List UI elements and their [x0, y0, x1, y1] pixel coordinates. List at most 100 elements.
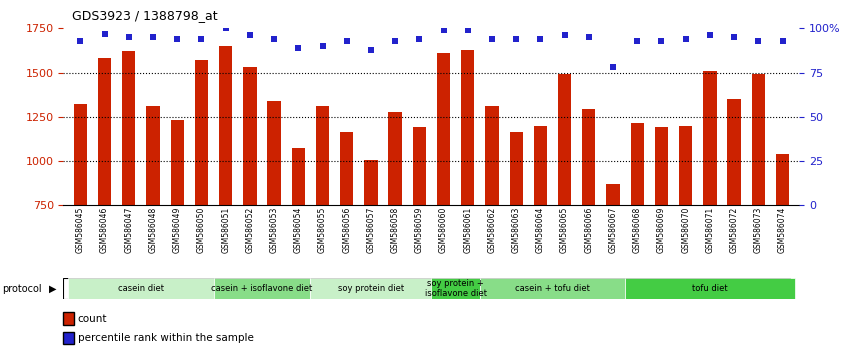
Point [703, 33, 717, 38]
Text: GSM586069: GSM586069 [657, 207, 666, 253]
Text: GSM586066: GSM586066 [585, 207, 593, 253]
Text: GSM586060: GSM586060 [439, 207, 448, 253]
Bar [486, 106, 498, 205]
Bar [292, 148, 305, 205]
Bar [340, 132, 354, 205]
Bar [243, 67, 256, 205]
Point [728, 34, 741, 40]
Bar [195, 60, 208, 205]
Text: GSM586067: GSM586067 [608, 207, 618, 253]
Bar [213, 278, 310, 299]
Point [486, 36, 499, 42]
Point [582, 34, 596, 40]
Bar [365, 160, 377, 205]
Text: GSM586063: GSM586063 [512, 207, 520, 253]
Text: GSM586053: GSM586053 [270, 207, 278, 253]
Text: casein diet: casein diet [118, 284, 164, 293]
Text: GSM586068: GSM586068 [633, 207, 642, 253]
Bar [316, 106, 329, 205]
Point [146, 34, 160, 40]
Point [607, 64, 620, 70]
Bar [558, 74, 571, 205]
Text: casein + tofu diet: casein + tofu diet [515, 284, 590, 293]
Text: GSM586049: GSM586049 [173, 207, 182, 253]
Text: GSM586072: GSM586072 [729, 207, 739, 253]
Point [195, 36, 208, 42]
Point [243, 33, 256, 38]
Point [292, 45, 305, 51]
Point [413, 36, 426, 42]
Bar [607, 184, 620, 205]
Bar [413, 127, 426, 205]
Bar [582, 109, 596, 205]
Text: GSM586052: GSM586052 [245, 207, 255, 253]
Bar [625, 278, 794, 299]
Text: percentile rank within the sample: percentile rank within the sample [78, 333, 254, 343]
Bar [388, 112, 402, 205]
Point [509, 36, 523, 42]
Point [340, 38, 354, 44]
Text: GSM586058: GSM586058 [391, 207, 399, 253]
Bar [655, 127, 668, 205]
Text: GSM586061: GSM586061 [464, 207, 472, 253]
Point [316, 43, 329, 49]
Point [219, 25, 233, 31]
Text: tofu diet: tofu diet [692, 284, 728, 293]
Point [437, 27, 450, 33]
Point [751, 38, 765, 44]
Text: GSM586050: GSM586050 [197, 207, 206, 253]
Point [630, 38, 644, 44]
Bar [267, 101, 281, 205]
Point [122, 34, 135, 40]
Bar [703, 71, 717, 205]
Bar [776, 154, 789, 205]
Bar [728, 99, 741, 205]
Text: GSM586056: GSM586056 [343, 207, 351, 253]
Text: GSM586059: GSM586059 [415, 207, 424, 253]
Point [461, 27, 475, 33]
Text: GSM586070: GSM586070 [681, 207, 690, 253]
Text: GSM586045: GSM586045 [76, 207, 85, 253]
Bar [310, 278, 431, 299]
Text: GSM586071: GSM586071 [706, 207, 714, 253]
Bar [171, 120, 184, 205]
Point [267, 36, 281, 42]
Point [534, 36, 547, 42]
Text: GSM586065: GSM586065 [560, 207, 569, 253]
Bar [534, 126, 547, 205]
Bar [74, 104, 87, 205]
Bar [431, 278, 480, 299]
Bar [122, 51, 135, 205]
Bar [461, 51, 475, 205]
Point [776, 38, 789, 44]
Text: GSM586074: GSM586074 [778, 207, 787, 253]
Bar [98, 58, 112, 205]
Bar [219, 46, 233, 205]
Point [558, 33, 571, 38]
Point [74, 38, 87, 44]
Text: GSM586062: GSM586062 [487, 207, 497, 253]
Bar [146, 106, 160, 205]
Text: casein + isoflavone diet: casein + isoflavone diet [212, 284, 313, 293]
Text: protocol: protocol [3, 284, 42, 293]
Text: GSM586054: GSM586054 [294, 207, 303, 253]
Bar [69, 278, 213, 299]
Text: ▶: ▶ [49, 284, 57, 293]
Point [655, 38, 668, 44]
Text: GSM586057: GSM586057 [366, 207, 376, 253]
Text: GSM586047: GSM586047 [124, 207, 134, 253]
Text: GSM586055: GSM586055 [318, 207, 327, 253]
Bar [480, 278, 625, 299]
Bar [509, 132, 523, 205]
Text: GSM586064: GSM586064 [536, 207, 545, 253]
Text: GSM586051: GSM586051 [221, 207, 230, 253]
Text: GSM586046: GSM586046 [100, 207, 109, 253]
Bar [679, 126, 692, 205]
Point [388, 38, 402, 44]
Text: count: count [78, 314, 107, 324]
Point [98, 31, 112, 36]
Bar [630, 123, 644, 205]
Point [364, 47, 377, 52]
Point [171, 36, 184, 42]
Bar [437, 53, 450, 205]
